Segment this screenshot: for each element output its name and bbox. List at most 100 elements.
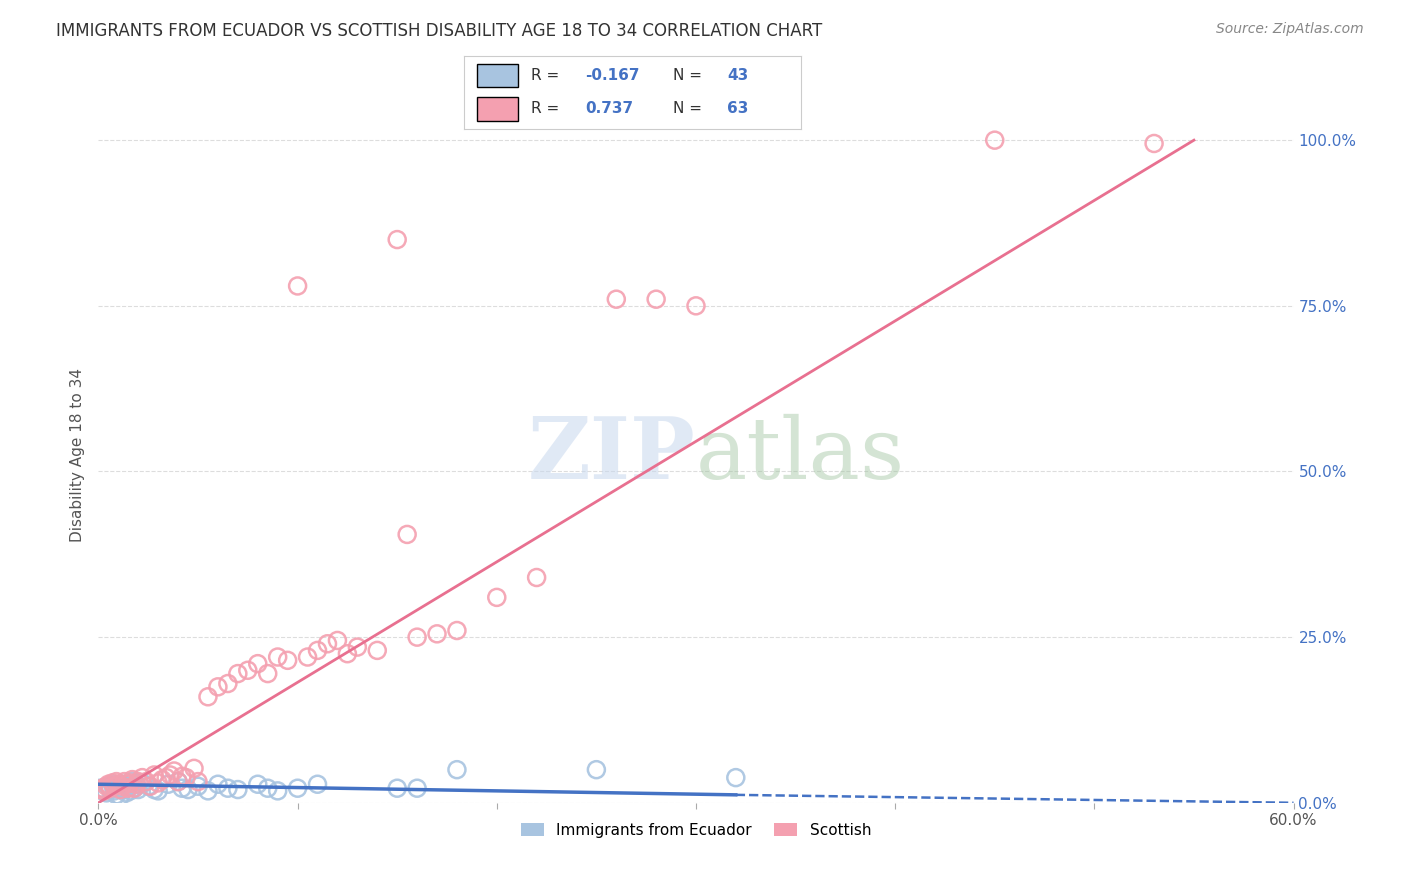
Point	[167, 774, 190, 789]
Point	[107, 781, 129, 796]
Point	[98, 781, 122, 796]
Point	[287, 279, 309, 293]
Point	[91, 784, 114, 798]
Point	[127, 782, 149, 797]
Point	[246, 657, 269, 671]
Point	[148, 776, 170, 790]
Point	[91, 781, 114, 796]
Point	[163, 764, 186, 778]
Point	[446, 763, 468, 777]
Point	[396, 527, 419, 541]
Point	[136, 779, 159, 793]
Point	[135, 774, 157, 789]
Point	[117, 779, 139, 793]
Point	[172, 781, 194, 796]
Point	[187, 774, 209, 789]
Point	[93, 784, 115, 798]
Point	[187, 779, 209, 793]
Point	[112, 782, 135, 797]
FancyBboxPatch shape	[478, 97, 517, 120]
Point	[115, 786, 138, 800]
Text: atlas: atlas	[696, 413, 905, 497]
Point	[97, 777, 120, 791]
Point	[96, 779, 118, 793]
Point	[105, 788, 128, 802]
Point	[105, 774, 128, 789]
Point	[446, 624, 468, 638]
Point	[585, 763, 607, 777]
Point	[277, 653, 299, 667]
Point	[139, 779, 162, 793]
Point	[645, 292, 668, 306]
Point	[316, 637, 339, 651]
Text: N =: N =	[673, 102, 707, 116]
Point	[326, 633, 349, 648]
Point	[336, 647, 359, 661]
Point	[131, 776, 153, 790]
Point	[125, 777, 148, 791]
Point	[174, 771, 197, 785]
Point	[127, 774, 149, 789]
Point	[724, 771, 747, 785]
Point	[148, 784, 170, 798]
Point	[155, 771, 177, 785]
Point	[406, 781, 429, 796]
Text: Source: ZipAtlas.com: Source: ZipAtlas.com	[1216, 22, 1364, 37]
Point	[96, 786, 118, 800]
Text: -0.167: -0.167	[585, 68, 640, 83]
Point	[120, 776, 142, 790]
Point	[297, 650, 319, 665]
Point	[143, 782, 166, 797]
Point	[111, 777, 134, 791]
Point	[177, 782, 200, 797]
Legend: Immigrants from Ecuador, Scottish: Immigrants from Ecuador, Scottish	[515, 816, 877, 844]
Point	[89, 782, 111, 797]
Point	[110, 782, 132, 797]
Point	[124, 781, 146, 796]
Point	[112, 774, 135, 789]
Point	[207, 777, 229, 791]
Point	[93, 782, 115, 797]
Point	[307, 643, 329, 657]
Point	[217, 676, 239, 690]
Point	[685, 299, 707, 313]
Point	[1143, 136, 1166, 151]
Text: 63: 63	[727, 102, 748, 116]
Point	[157, 777, 180, 791]
Point	[984, 133, 1007, 147]
Point	[526, 570, 548, 584]
Point	[159, 768, 181, 782]
Point	[125, 777, 148, 791]
Point	[207, 680, 229, 694]
Point	[107, 777, 129, 791]
Text: 0.737: 0.737	[585, 102, 634, 116]
Point	[183, 761, 205, 775]
Point	[307, 777, 329, 791]
Point	[101, 776, 124, 790]
Point	[366, 643, 388, 657]
Point	[172, 769, 194, 783]
Point	[485, 591, 508, 605]
Point	[406, 630, 429, 644]
Point	[267, 784, 290, 798]
Point	[115, 777, 138, 791]
Point	[226, 782, 249, 797]
Point	[236, 663, 259, 677]
Point	[346, 640, 368, 654]
Point	[385, 781, 409, 796]
Text: ZIP: ZIP	[529, 413, 696, 497]
Point	[217, 781, 239, 796]
Point	[121, 772, 143, 787]
Point	[226, 666, 249, 681]
Point	[124, 781, 146, 796]
Point	[101, 777, 124, 791]
Point	[150, 772, 173, 787]
Point	[121, 774, 143, 789]
Point	[97, 779, 120, 793]
Point	[426, 627, 449, 641]
Point	[256, 666, 278, 681]
Point	[197, 784, 219, 798]
Text: R =: R =	[531, 68, 565, 83]
Y-axis label: Disability Age 18 to 34: Disability Age 18 to 34	[69, 368, 84, 542]
Point	[120, 784, 142, 798]
